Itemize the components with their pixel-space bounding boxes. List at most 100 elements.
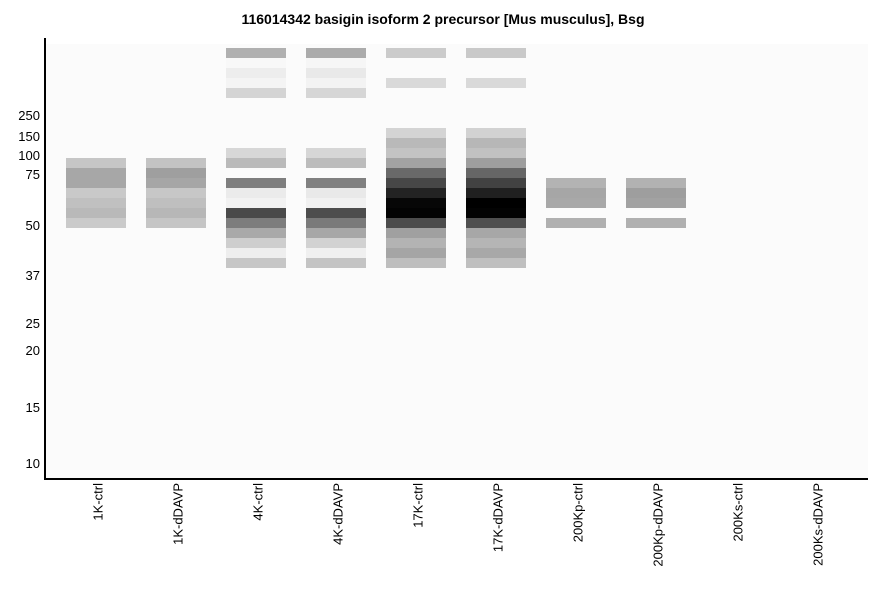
gel-band xyxy=(386,258,446,268)
gel-band xyxy=(226,218,286,228)
y-tick-label: 50 xyxy=(25,218,40,233)
gel-band xyxy=(386,128,446,138)
y-tick-label: 25 xyxy=(25,316,40,331)
gel-band xyxy=(146,188,206,198)
gel-band xyxy=(306,228,366,238)
gel-band xyxy=(466,48,526,58)
gel-band xyxy=(226,78,286,88)
gel-band xyxy=(386,78,446,88)
gel-band xyxy=(226,68,286,78)
gel-band xyxy=(306,48,366,58)
gel-band xyxy=(386,148,446,158)
y-tick-label: 10 xyxy=(25,456,40,471)
gel-band xyxy=(66,188,126,198)
gel-band xyxy=(306,158,366,168)
gel-band xyxy=(146,178,206,188)
gel-band xyxy=(546,178,606,188)
y-tick-label: 37 xyxy=(25,268,40,283)
gel-band xyxy=(466,238,526,248)
gel-band xyxy=(226,208,286,218)
gel-band xyxy=(386,168,446,178)
gel-band xyxy=(306,198,366,208)
gel-band xyxy=(306,208,366,218)
gel-band xyxy=(146,158,206,168)
gel-band xyxy=(626,188,686,198)
plot-area xyxy=(46,44,868,478)
gel-band xyxy=(466,148,526,158)
gel-band xyxy=(306,248,366,258)
gel-band xyxy=(306,258,366,268)
gel-band xyxy=(386,48,446,58)
y-tick-label: 250 xyxy=(18,108,40,123)
gel-band xyxy=(466,248,526,258)
gel-band xyxy=(306,68,366,78)
x-tick-label: 200Kp-dDAVP xyxy=(650,483,666,567)
gel-band xyxy=(386,178,446,188)
gel-band xyxy=(226,88,286,98)
gel-band xyxy=(546,218,606,228)
gel-band xyxy=(386,198,446,208)
y-tick-label: 150 xyxy=(18,129,40,144)
gel-band xyxy=(226,258,286,268)
x-tick-label: 1K-ctrl xyxy=(90,483,106,521)
y-tick-label: 15 xyxy=(25,400,40,415)
gel-band xyxy=(466,138,526,148)
gel-band xyxy=(466,178,526,188)
gel-band xyxy=(466,128,526,138)
y-tick-label: 20 xyxy=(25,343,40,358)
gel-band xyxy=(146,218,206,228)
gel-band xyxy=(66,208,126,218)
x-tick-label: 17K-ctrl xyxy=(410,483,426,528)
gel-band xyxy=(226,248,286,258)
gel-band xyxy=(466,188,526,198)
y-tick-label: 100 xyxy=(18,148,40,163)
gel-band xyxy=(466,228,526,238)
gel-band xyxy=(226,198,286,208)
gel-band xyxy=(386,158,446,168)
gel-band xyxy=(466,78,526,88)
gel-band xyxy=(386,138,446,148)
gel-band xyxy=(306,78,366,88)
gel-band xyxy=(626,218,686,228)
gel-band xyxy=(546,198,606,208)
gel-band xyxy=(226,158,286,168)
gel-band xyxy=(386,228,446,238)
gel-band xyxy=(306,238,366,248)
gel-band xyxy=(626,198,686,208)
gel-band xyxy=(386,188,446,198)
gel-band xyxy=(226,48,286,58)
gel-band xyxy=(66,198,126,208)
y-axis-line xyxy=(44,38,46,480)
gel-band xyxy=(386,218,446,228)
gel-band xyxy=(306,88,366,98)
gel-band xyxy=(386,248,446,258)
x-tick-label: 1K-dDAVP xyxy=(170,483,186,545)
gel-band xyxy=(466,168,526,178)
gel-band xyxy=(466,158,526,168)
gel-band xyxy=(306,188,366,198)
x-tick-label: 200Ks-ctrl xyxy=(730,483,746,542)
gel-band xyxy=(66,218,126,228)
gel-band xyxy=(226,188,286,198)
gel-band xyxy=(66,168,126,178)
y-tick-label: 75 xyxy=(25,167,40,182)
gel-band xyxy=(626,178,686,188)
gel-band xyxy=(466,258,526,268)
gel-band xyxy=(466,218,526,228)
x-tick-label: 200Ks-dDAVP xyxy=(810,483,826,566)
gel-band xyxy=(226,228,286,238)
gel-band xyxy=(226,238,286,248)
gel-band xyxy=(66,178,126,188)
gel-band xyxy=(226,178,286,188)
gel-band xyxy=(146,198,206,208)
gel-band xyxy=(306,218,366,228)
x-tick-label: 200Kp-ctrl xyxy=(570,483,586,543)
gel-band xyxy=(466,198,526,208)
gel-band xyxy=(386,208,446,218)
gel-band xyxy=(146,208,206,218)
gel-band xyxy=(226,148,286,158)
gel-band xyxy=(146,168,206,178)
gel-band xyxy=(306,178,366,188)
gel-band xyxy=(306,58,366,68)
